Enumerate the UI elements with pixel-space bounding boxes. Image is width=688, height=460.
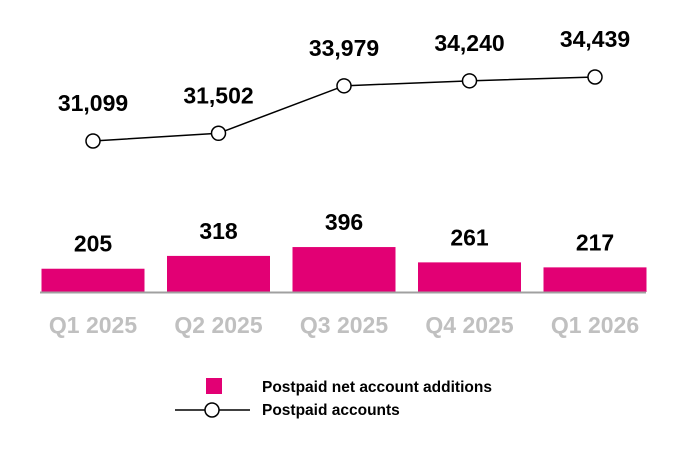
category-label: Q3 2025: [300, 312, 388, 338]
category-label: Q4 2025: [425, 312, 513, 338]
line-data-label: 34,439: [560, 26, 630, 52]
legend-swatch-bar: [206, 378, 222, 394]
category-label: Q1 2025: [49, 312, 137, 338]
category-label: Q1 2026: [551, 312, 639, 338]
line-data-label: 33,979: [309, 35, 379, 61]
line-data-label: 31,502: [183, 82, 253, 108]
line-point: [461, 73, 478, 89]
bar: [418, 262, 521, 292]
bar: [167, 255, 270, 292]
bar: [292, 247, 396, 292]
legend: Postpaid net account additions Postpaid …: [175, 378, 492, 419]
line-series: 31,099 31,502 33,979 34,240 34,439: [58, 26, 630, 149]
line-point: [85, 133, 101, 149]
bar-data-label: 205: [74, 231, 113, 257]
legend-label-bar: Postpaid net account additions: [262, 379, 492, 396]
bar-data-label: 318: [199, 218, 238, 244]
line-point: [210, 125, 227, 142]
legend-label-line: Postpaid accounts: [262, 402, 400, 419]
bar-data-label: 396: [325, 209, 363, 235]
bar: [543, 267, 647, 292]
line-data-label: 34,240: [434, 30, 504, 56]
bar-data-label: 261: [450, 224, 489, 250]
bar: [41, 268, 145, 292]
line-point: [336, 78, 352, 94]
legend-marker-circle: [204, 402, 220, 418]
line-point: [587, 69, 603, 85]
line-data-label: 31,099: [58, 90, 128, 116]
bar-data-label: 217: [576, 229, 614, 255]
category-labels: Q1 2025 Q2 2025 Q3 2025 Q4 2025 Q1 2026: [49, 312, 639, 338]
category-label: Q2 2025: [174, 312, 262, 338]
bar-series: 205 318 396 261 217: [41, 209, 647, 292]
